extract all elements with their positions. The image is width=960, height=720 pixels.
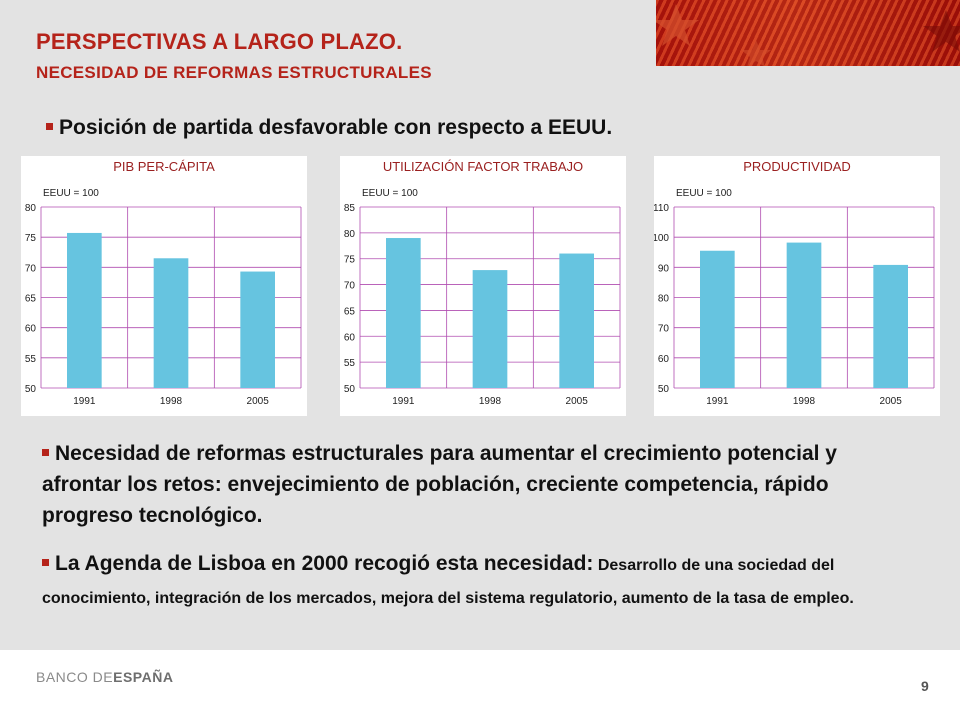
bullet-lisbon-agenda: La Agenda de Lisboa en 2000 recogió esta… <box>42 548 912 614</box>
y-tick-label: 65 <box>25 294 37 305</box>
bullet-square-icon <box>42 448 49 456</box>
logo-text-part2: ESPAÑA <box>113 669 174 685</box>
bar-2005 <box>240 271 275 388</box>
x-tick-label: 1991 <box>392 396 415 407</box>
chart-utilizacion-factor-trabajo: UTILIZACIÓN FACTOR TRABAJO EEUU = 100 50 55… <box>340 156 626 416</box>
y-tick-label: 75 <box>344 255 356 266</box>
y-tick-label: 80 <box>658 294 670 305</box>
x-tick-label: 1991 <box>706 396 729 407</box>
x-tick-label: 2005 <box>247 396 270 407</box>
x-tick-label: 1991 <box>73 396 96 407</box>
bar-1991 <box>67 232 102 388</box>
page-subtitle: NECESIDAD DE REFORMAS ESTRUCTURALES <box>36 63 432 82</box>
chart-title: PRODUCTIVIDAD <box>743 159 851 174</box>
bullet-square-icon <box>42 558 49 566</box>
banco-de-espana-logo: BANCO DEESPAÑA <box>36 669 173 685</box>
logo-text-part1: BANCO DE <box>36 669 114 685</box>
bar-2005 <box>559 253 594 388</box>
y-tick-label: 55 <box>344 358 356 369</box>
y-tick-label: 85 <box>344 203 356 214</box>
x-tick-label: 1998 <box>479 396 502 407</box>
x-tick-label: 2005 <box>566 396 589 407</box>
chart-pib-per-capita: PIB PER-CÁPITA EEUU = 100 50 55 60 65 70 75 80 19… <box>21 156 307 416</box>
y-tick-label: 65 <box>344 306 356 317</box>
y-tick-label: 50 <box>658 384 670 395</box>
bullet-text: Necesidad de reformas estructurales para… <box>42 442 837 527</box>
bullet-text: La Agenda de Lisboa en 2000 recogió esta… <box>55 552 594 575</box>
y-tick-label: 60 <box>344 332 356 343</box>
chart-title: UTILIZACIÓN FACTOR TRABAJO <box>383 159 583 174</box>
y-tick-label: 70 <box>25 263 37 274</box>
bullet-square-icon <box>46 122 53 130</box>
chart-productividad: PRODUCTIVIDAD EEUU = 100 50 60 70 80 90 100 110 1… <box>654 156 940 416</box>
y-tick-label: 70 <box>658 324 670 335</box>
bar-2005 <box>873 264 908 388</box>
x-tick-label: 1998 <box>160 396 183 407</box>
y-tick-label: 100 <box>654 233 669 244</box>
x-tick-label: 2005 <box>880 396 903 407</box>
chart-note: EEUU = 100 <box>676 188 732 199</box>
bar-1991 <box>700 250 735 388</box>
bullet-structural-reforms: Necesidad de reformas estructurales para… <box>42 438 912 531</box>
chart-svg: UTILIZACIÓN FACTOR TRABAJO EEUU = 100 50 55… <box>340 156 626 416</box>
y-tick-label: 80 <box>25 203 37 214</box>
chart-note: EEUU = 100 <box>43 188 99 199</box>
page-title: PERSPECTIVAS A LARGO PLAZO. <box>36 29 403 54</box>
y-tick-label: 50 <box>25 384 37 395</box>
chart-svg: PRODUCTIVIDAD EEUU = 100 50 60 70 80 90 100 110 1… <box>654 156 940 416</box>
y-tick-label: 60 <box>658 354 670 365</box>
bar-1998 <box>472 270 508 388</box>
bar-1991 <box>386 238 421 388</box>
chart-note: EEUU = 100 <box>362 188 418 199</box>
chart-title: PIB PER-CÁPITA <box>113 159 215 174</box>
page-number: 9 <box>921 678 929 694</box>
y-tick-label: 55 <box>25 354 37 365</box>
y-tick-label: 70 <box>344 281 356 292</box>
y-tick-label: 75 <box>25 233 37 244</box>
star-pattern-icon <box>656 4 960 66</box>
y-tick-label: 90 <box>658 263 670 274</box>
bullet-text: Posición de partida desfavorable con res… <box>59 116 613 139</box>
chart-svg: PIB PER-CÁPITA EEUU = 100 50 55 60 65 70 75 80 19… <box>21 156 307 416</box>
y-tick-label: 50 <box>344 384 356 395</box>
bar-1998 <box>786 242 822 388</box>
y-tick-label: 80 <box>344 229 356 240</box>
bar-1998 <box>153 258 189 388</box>
bullet-detail-text: Desarrollo de una sociedad del conocimie… <box>42 557 854 607</box>
footer <box>0 650 960 720</box>
header-banner <box>656 0 960 66</box>
x-tick-label: 1998 <box>793 396 816 407</box>
y-tick-label: 110 <box>654 203 669 214</box>
y-tick-label: 60 <box>25 324 37 335</box>
bullet-starting-position: Posición de partida desfavorable con res… <box>46 116 612 140</box>
